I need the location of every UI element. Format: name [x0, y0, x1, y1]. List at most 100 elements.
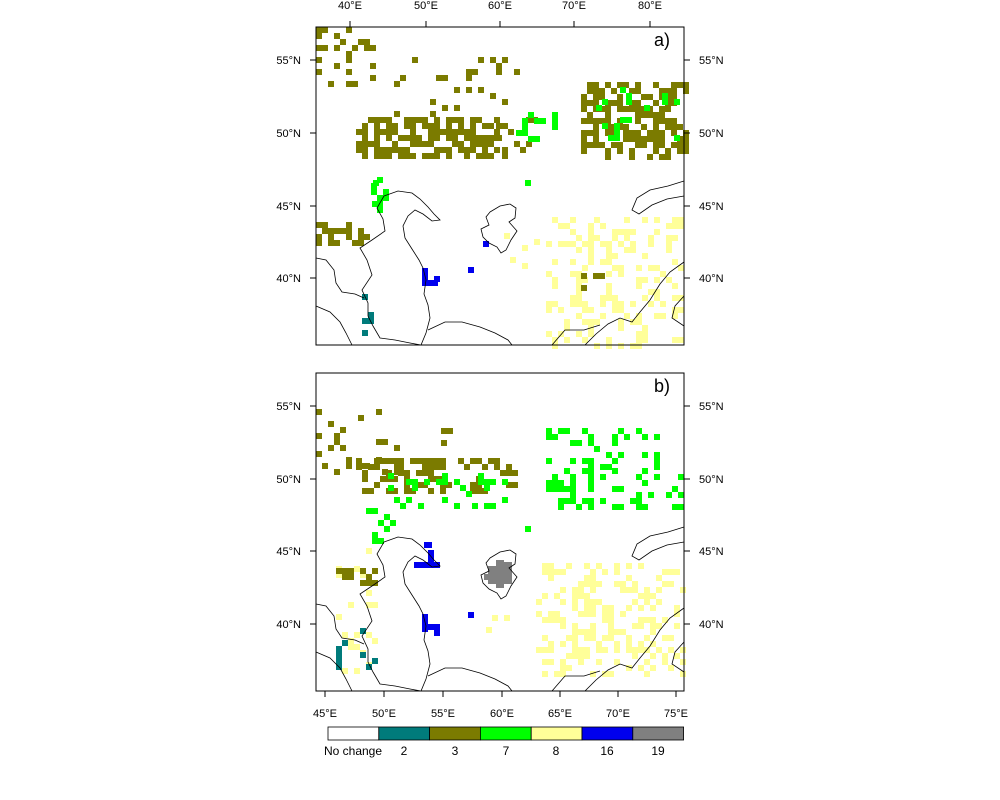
- map-cell: [599, 94, 605, 100]
- map-cell: [650, 641, 656, 647]
- map-cell: [502, 497, 508, 503]
- map-cell: [654, 452, 660, 458]
- map-cell: [416, 135, 422, 141]
- map-cell: [440, 147, 446, 153]
- map-cell: [596, 105, 602, 111]
- map-cell: [635, 82, 641, 88]
- map-cell: [674, 611, 680, 617]
- map-cell: [641, 124, 647, 130]
- panel-a-side-ticks: [310, 59, 690, 279]
- map-cell: [398, 458, 404, 464]
- map-cell: [606, 283, 612, 289]
- map-cell: [636, 283, 642, 289]
- map-cell: [346, 228, 352, 234]
- map-cell: [404, 470, 410, 476]
- map-cell: [576, 504, 582, 510]
- map-cell: [428, 476, 434, 482]
- map-cell: [377, 177, 383, 183]
- map-cell: [383, 189, 389, 195]
- map-cell: [635, 112, 641, 118]
- map-cell: [614, 629, 620, 635]
- map-cell: [554, 617, 560, 623]
- map-cell: [618, 319, 624, 325]
- map-cell: [584, 563, 590, 569]
- map-cell: [394, 497, 400, 503]
- legend-label-no-change: No change: [324, 744, 382, 758]
- map-cell: [336, 652, 342, 658]
- map-cell: [452, 129, 458, 135]
- map-cell: [672, 313, 678, 319]
- southeast-border: [551, 324, 601, 346]
- map-cell: [414, 562, 440, 568]
- map-cell: [552, 337, 558, 343]
- map-cell: [490, 93, 496, 99]
- map-cell: [362, 330, 368, 336]
- map-cell: [392, 476, 398, 482]
- map-cell: [488, 458, 494, 464]
- map-cell: [322, 463, 328, 469]
- map-cell: [458, 458, 464, 464]
- map-cell: [576, 247, 582, 253]
- panel-b-bottom-label-6: 75°E: [664, 708, 688, 720]
- map-cell: [641, 94, 647, 100]
- map-cell: [632, 581, 638, 587]
- map-cell: [496, 63, 502, 69]
- map-cell: [644, 659, 650, 665]
- map-cell: [472, 69, 478, 75]
- map-cell: [648, 301, 654, 307]
- panel-b-bottom-label-1: 50°E: [372, 708, 396, 720]
- map-cell: [552, 343, 558, 349]
- panel-b-coastlines: [315, 526, 685, 692]
- map-cell: [654, 464, 660, 470]
- map-cell: [490, 479, 496, 485]
- map-cell: [482, 464, 488, 470]
- map-cell: [554, 611, 560, 617]
- map-cell: [356, 141, 362, 147]
- map-cell: [584, 635, 590, 641]
- map-cell: [428, 470, 434, 476]
- map-cell: [552, 118, 558, 124]
- map-cell: [605, 148, 611, 154]
- map-cell: [623, 106, 629, 112]
- map-cell: [654, 295, 660, 301]
- map-cell: [654, 277, 660, 283]
- map-cell: [636, 343, 642, 349]
- panel-a-left-label-3: 40°N: [276, 273, 301, 285]
- panel-a-top-ticks: [349, 21, 651, 27]
- map-cell: [671, 130, 677, 136]
- map-cell: [632, 623, 638, 629]
- map-cell: [404, 117, 410, 123]
- map-cell: [636, 492, 642, 498]
- map-cell: [564, 337, 570, 343]
- map-cell: [378, 520, 384, 526]
- map-cell: [680, 587, 686, 593]
- map-cell: [662, 581, 668, 587]
- map-cell: [671, 94, 677, 100]
- map-cell: [602, 123, 608, 129]
- map-cell: [454, 503, 460, 509]
- map-cell: [560, 665, 566, 671]
- map-cell: [406, 497, 412, 503]
- map-cell: [356, 464, 362, 470]
- map-cell: [346, 222, 352, 228]
- map-cell: [346, 69, 352, 75]
- map-cell: [440, 488, 446, 494]
- map-cell: [534, 118, 540, 124]
- map-cell: [662, 659, 668, 665]
- map-cell: [665, 124, 671, 130]
- map-cell: [334, 469, 340, 475]
- map-cell: [447, 428, 453, 434]
- map-cell: [478, 473, 484, 479]
- map-cell: [590, 599, 596, 605]
- map-cell: [476, 135, 482, 141]
- map-cell: [623, 130, 629, 136]
- map-cell: [593, 130, 599, 136]
- panel-b: 45°E 50°E 55°E 60°E 65°E 70°E 75°E 55°N …: [276, 372, 724, 720]
- map-cell: [458, 117, 464, 123]
- legend-color-bar: [327, 726, 684, 741]
- map-cell: [638, 563, 644, 569]
- map-cell: [564, 223, 570, 229]
- map-cell: [572, 623, 578, 629]
- map-cell: [434, 630, 440, 636]
- map-cell: [582, 428, 588, 434]
